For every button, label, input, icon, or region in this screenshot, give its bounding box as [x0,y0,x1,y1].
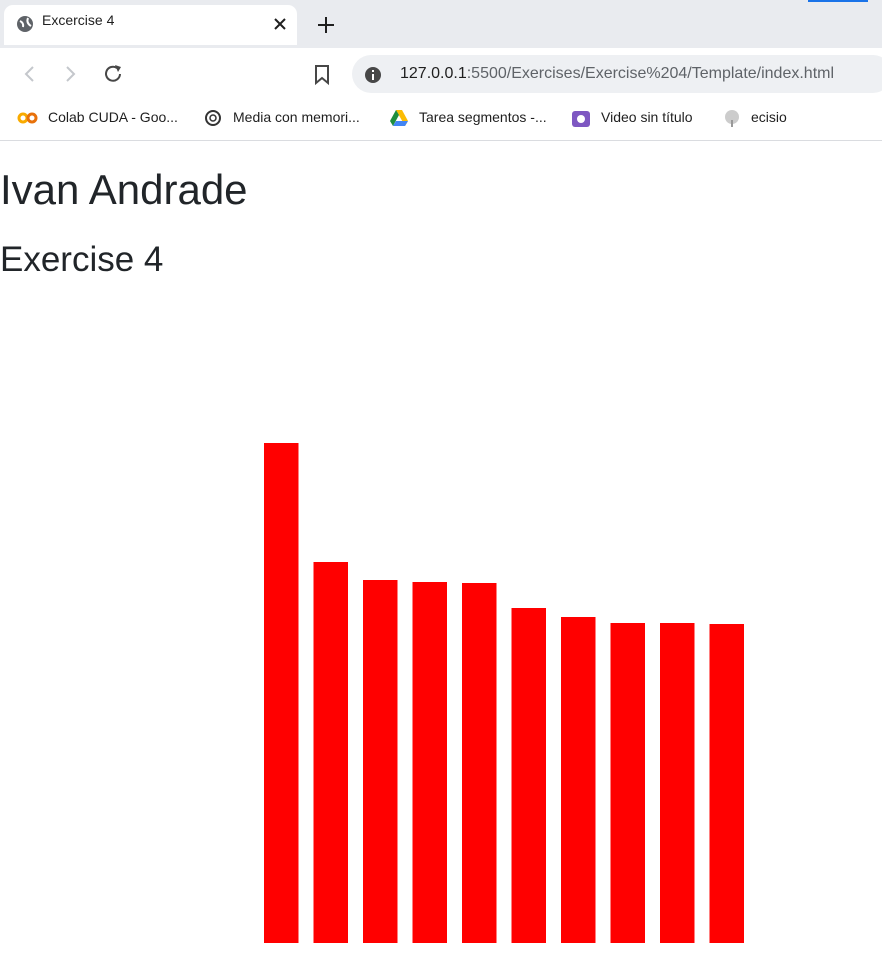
bar [561,617,596,943]
chart [264,443,744,943]
tab-favicon [17,16,33,32]
bookmark-icon [205,110,221,126]
omnibox[interactable] [352,55,882,93]
url: 127.0.0.1:5500/Exercises/Exercise%204/Te… [400,65,834,83]
bar [313,562,348,943]
url-host: 127.0.0.1 [400,65,467,82]
url-path: :5500/Exercises/Exercise%204/Template/in… [466,65,835,82]
reload-button[interactable] [103,63,125,85]
bar [363,580,398,943]
bookmark-icon [17,112,38,124]
tab-title: Excercise 4 [42,12,115,28]
bookmark-button[interactable] [313,64,331,86]
bookmark[interactable]: Tarea segmentos -... [419,109,547,125]
bar [462,583,497,943]
back-button[interactable] [20,64,40,84]
bookmark[interactable]: ecisio [751,109,787,125]
tab[interactable] [4,5,297,45]
bar [660,623,695,943]
bookmark[interactable]: Colab CUDA - Goo... [48,109,178,125]
forward-button[interactable] [60,64,80,84]
bookmark-icon [572,111,590,127]
bar [610,623,645,943]
bookmark-icon [725,110,739,127]
bookmark-icon [390,110,408,126]
subheading: Exercise 4 [0,240,164,279]
bar [709,624,744,943]
bookmark[interactable]: Video sin título [601,109,693,125]
new-tab[interactable] [317,16,335,34]
bar [412,582,447,943]
bar [264,443,299,943]
accent [808,0,868,2]
close-tab[interactable] [273,17,287,31]
site-info[interactable] [364,66,382,84]
bar [511,608,546,943]
heading: Ivan Andrade [0,166,248,213]
bookmark[interactable]: Media con memori... [233,109,360,125]
